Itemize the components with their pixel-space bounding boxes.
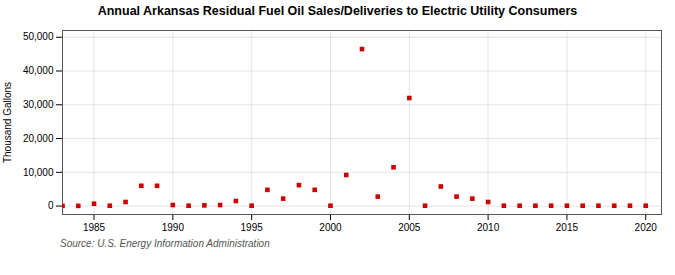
html-text:Annual Arkansas Residual Fuel: Annual Arkansas Residual Fuel Oil Sales/… [97,4,578,18]
svg-text:2010: 2010 [477,222,500,233]
svg-text:0: 0 [48,200,54,211]
svg-text:20,000: 20,000 [23,133,54,144]
svg-text:2020: 2020 [635,222,658,233]
svg-text:50,000: 50,000 [23,31,54,42]
svg-text:2015: 2015 [556,222,579,233]
svg-text:1995: 1995 [241,222,264,233]
svg-text:2000: 2000 [319,222,342,233]
svg-text:2005: 2005 [398,222,421,233]
svg-text:1985: 1985 [83,222,106,233]
svg-text:Thousand Gallons: Thousand Gallons [2,82,13,163]
svg-text:10,000: 10,000 [23,166,54,177]
html-text:Source: U.S. Energy Informatio: Source: U.S. Energy Information Administ… [60,238,270,249]
svg-text:40,000: 40,000 [23,65,54,76]
svg-text:30,000: 30,000 [23,99,54,110]
svg-text:1990: 1990 [162,222,185,233]
